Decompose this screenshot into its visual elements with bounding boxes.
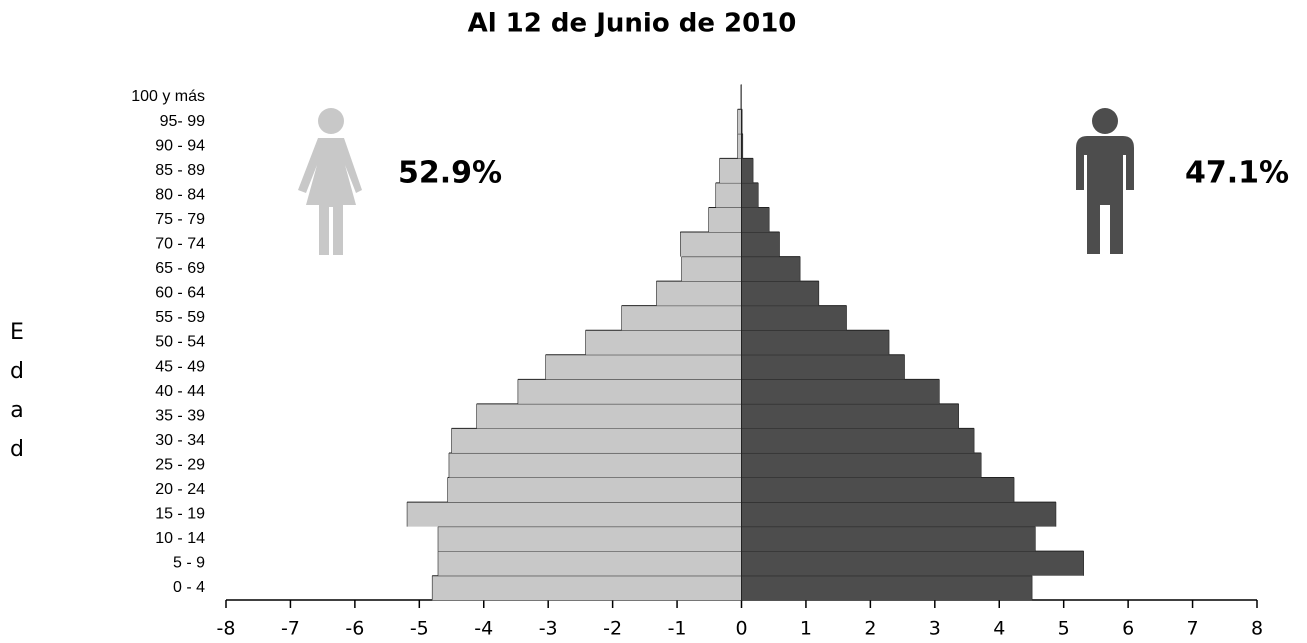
y-tick-label: 55 - 59 — [155, 309, 205, 326]
bar — [741, 256, 801, 282]
y-tick-label: 40 - 44 — [155, 383, 205, 400]
female-icon — [298, 108, 362, 255]
bar — [741, 133, 743, 159]
bar — [740, 84, 742, 110]
x-tick-label: -1 — [668, 618, 687, 640]
bar — [741, 477, 1015, 503]
bar — [741, 403, 959, 429]
y-tick-label: 50 - 54 — [155, 334, 205, 351]
x-tick-label: -3 — [539, 618, 558, 640]
x-tick-label: -8 — [217, 618, 236, 640]
bar — [476, 403, 742, 429]
bar — [741, 354, 905, 380]
x-tick-label: 2 — [864, 618, 876, 640]
y-tick-label: 35 - 39 — [155, 407, 205, 424]
x-tick-label: -6 — [345, 618, 364, 640]
y-tick-label: 65 - 69 — [155, 260, 205, 277]
y-tick-label: 100 y más — [131, 88, 205, 105]
y-tick-label: 0 - 4 — [173, 579, 205, 596]
bar — [432, 575, 742, 601]
bar — [437, 526, 742, 552]
bar — [585, 330, 742, 355]
bar — [715, 182, 742, 208]
bar — [681, 256, 742, 282]
bar — [545, 354, 742, 380]
x-tick-label: 3 — [929, 618, 941, 640]
x-tick-label: 4 — [993, 618, 1005, 640]
bar — [451, 428, 742, 453]
bar — [741, 158, 754, 183]
bar — [737, 109, 742, 134]
bar — [741, 428, 975, 453]
y-tick-label: 80 - 84 — [155, 186, 205, 203]
bar — [741, 526, 1036, 552]
bar — [741, 207, 770, 233]
y-tick-label: 30 - 34 — [155, 432, 205, 449]
x-tick-label: 1 — [800, 618, 812, 640]
y-tick-label: 60 - 64 — [155, 285, 205, 302]
bar — [447, 477, 742, 503]
y-tick-label: 95- 99 — [160, 113, 205, 130]
bar — [517, 379, 742, 404]
x-tick-label: -5 — [410, 618, 429, 640]
y-tick-label: 75 - 79 — [155, 211, 205, 228]
x-tick-label: 5 — [1058, 618, 1070, 640]
bar — [741, 551, 1084, 576]
bar — [737, 133, 742, 159]
x-tick-label: 0 — [735, 618, 747, 640]
bar — [448, 452, 742, 478]
x-tick-label: -7 — [281, 618, 300, 640]
y-tick-label: 10 - 14 — [155, 530, 205, 547]
y-tick-label: 15 - 19 — [155, 506, 205, 523]
y-tick-label: 25 - 29 — [155, 456, 205, 473]
female-share: 52.9% — [398, 156, 502, 191]
x-tick-label: 6 — [1122, 618, 1134, 640]
male-icon — [1076, 108, 1134, 254]
bar — [741, 452, 982, 478]
bar — [621, 305, 742, 331]
chart-title: Al 12 de Junio de 2010 — [468, 9, 797, 39]
bar — [656, 281, 742, 306]
x-tick-label: -4 — [474, 618, 493, 640]
bar — [741, 281, 819, 306]
y-tick-label: 70 - 74 — [155, 236, 205, 253]
bar — [741, 502, 1056, 527]
bar — [741, 182, 759, 208]
x-tick-label: 8 — [1251, 618, 1263, 640]
y-axis-label: Edad — [5, 320, 30, 476]
bar — [741, 330, 890, 355]
y-tick-label: 85 - 89 — [155, 162, 205, 179]
male-share: 47.1% — [1185, 156, 1289, 191]
y-tick-label: 5 - 9 — [173, 555, 205, 572]
bar — [680, 232, 742, 257]
bar — [741, 305, 847, 331]
bar — [741, 575, 1033, 601]
bar — [437, 551, 742, 576]
y-tick-label: 90 - 94 — [155, 137, 205, 154]
bar — [741, 232, 780, 257]
bar — [708, 207, 742, 233]
bar — [719, 158, 742, 183]
y-tick-label: 20 - 24 — [155, 481, 205, 498]
x-tick-label: -2 — [603, 618, 622, 640]
y-tick-label: 45 - 49 — [155, 358, 205, 375]
bar — [741, 379, 940, 404]
x-tick-label: 7 — [1187, 618, 1199, 640]
bar — [407, 502, 742, 527]
